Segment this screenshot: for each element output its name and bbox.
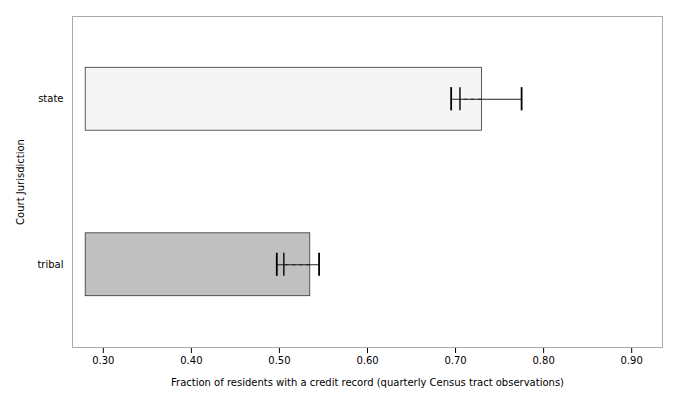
svg-text:Fraction of residents with a c: Fraction of residents with a credit reco… (171, 377, 564, 388)
svg-text:0.80: 0.80 (532, 355, 554, 366)
svg-text:tribal: tribal (37, 259, 63, 270)
svg-text:0.60: 0.60 (356, 355, 378, 366)
svg-text:state: state (38, 93, 63, 104)
svg-text:Court Jurisdiction: Court Jurisdiction (15, 139, 26, 225)
svg-text:0.50: 0.50 (268, 355, 290, 366)
svg-text:0.40: 0.40 (180, 355, 202, 366)
svg-text:0.30: 0.30 (92, 355, 114, 366)
svg-text:0.90: 0.90 (621, 355, 643, 366)
svg-text:0.70: 0.70 (444, 355, 466, 366)
